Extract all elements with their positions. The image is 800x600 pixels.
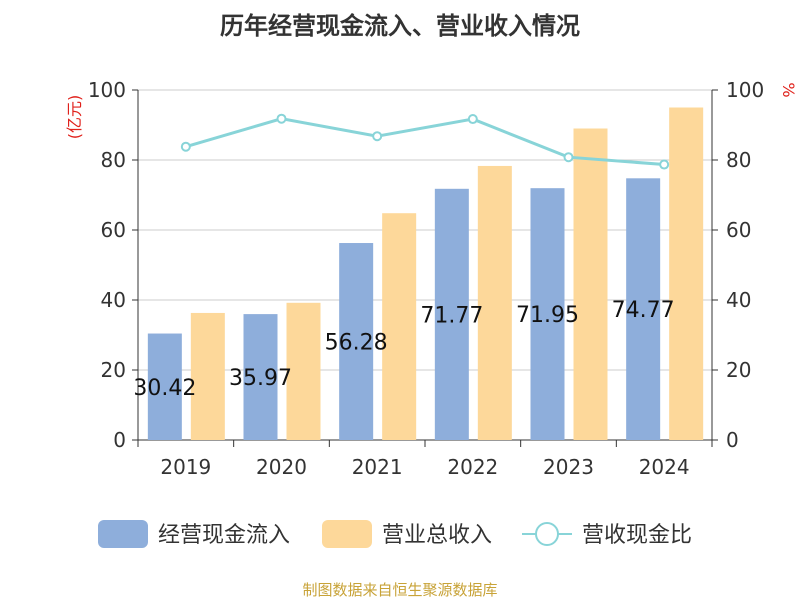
- bar: [339, 243, 374, 440]
- bar: [243, 314, 278, 440]
- right-axis-unit: %: [779, 82, 798, 97]
- left-tick-label: 40: [101, 288, 126, 312]
- bar: [573, 128, 608, 440]
- legend-label: 营收现金比: [582, 523, 692, 548]
- right-tick-label: 60: [726, 218, 751, 242]
- bar: [434, 188, 469, 440]
- legend: 经营现金流入 营业总收入 营收现金比: [98, 520, 692, 548]
- data-label: 74.77: [612, 298, 675, 323]
- bar: [530, 188, 565, 440]
- left-tick-label: 100: [88, 78, 126, 102]
- line-point: [467, 114, 478, 125]
- x-tick-label: 2019: [160, 455, 211, 479]
- legend-marker: [535, 522, 559, 546]
- legend-swatch: [98, 520, 148, 548]
- data-labels: 30.42 35.97 56.28 71.77 71.95 74.77: [133, 298, 674, 401]
- data-label: 30.42: [133, 376, 196, 401]
- right-tick-label: 40: [726, 288, 751, 312]
- bar: [626, 178, 661, 440]
- left-tick-label: 60: [101, 218, 126, 242]
- line-path: [185, 117, 665, 167]
- right-tick-label: 80: [726, 148, 751, 172]
- bar: [382, 213, 417, 440]
- x-tick-label: 2022: [447, 455, 498, 479]
- legend-label: 营业总收入: [382, 523, 492, 548]
- bar: [147, 333, 182, 440]
- x-tick-label: 2024: [639, 455, 690, 479]
- source-note: 制图数据来自恒生聚源数据库: [302, 581, 497, 599]
- line-point: [276, 113, 287, 124]
- x-tick-label: 2020: [256, 455, 307, 479]
- data-label: 35.97: [229, 366, 292, 391]
- data-label: 71.77: [420, 303, 483, 328]
- x-tick-label: 2023: [543, 455, 594, 479]
- line-series: [180, 113, 670, 170]
- legend-swatch: [322, 520, 372, 548]
- right-tick-label: 20: [726, 358, 751, 382]
- left-axis-unit: (亿元): [65, 95, 84, 140]
- chart-title: 历年经营现金流入、营业收入情况: [220, 12, 580, 40]
- right-tick-label: 100: [726, 78, 764, 102]
- data-label: 71.95: [516, 303, 579, 328]
- line-point: [372, 131, 383, 142]
- legend-label: 经营现金流入: [158, 523, 290, 548]
- bar: [669, 107, 704, 440]
- line-point: [180, 141, 191, 152]
- bar: [286, 302, 321, 440]
- right-tick-label: 0: [726, 428, 739, 452]
- x-tick-label: 2021: [352, 455, 403, 479]
- left-tick-label: 20: [101, 358, 126, 382]
- data-label: 56.28: [325, 331, 388, 356]
- line-point: [563, 152, 574, 163]
- line-point: [659, 159, 670, 170]
- bars: [147, 107, 704, 440]
- left-tick-label: 0: [113, 428, 126, 452]
- bar: [190, 312, 225, 440]
- bar: [477, 165, 512, 440]
- left-tick-label: 80: [101, 148, 126, 172]
